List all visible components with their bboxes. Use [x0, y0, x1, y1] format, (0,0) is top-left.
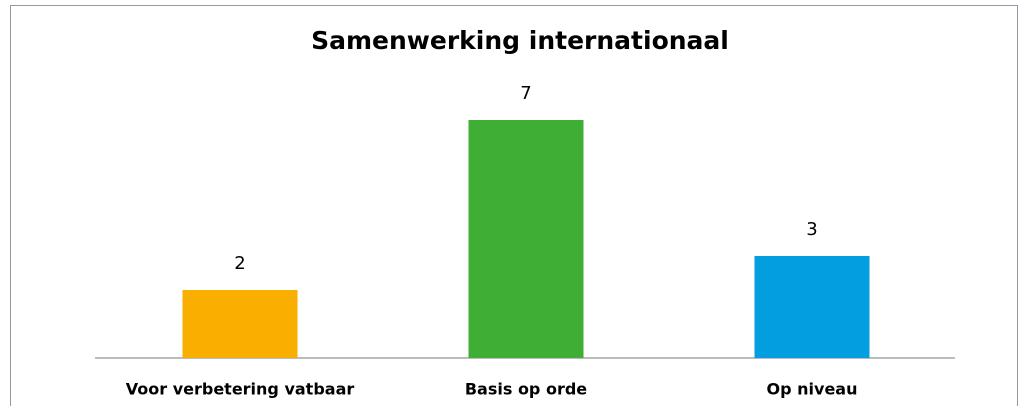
x-tick-label: Voor verbetering vatbaar — [126, 380, 355, 399]
x-tick-label: Op niveau — [767, 380, 858, 399]
bar — [182, 290, 298, 358]
value-label: 3 — [806, 219, 817, 240]
bar — [468, 120, 584, 358]
bar — [754, 256, 870, 358]
chart-title: Samenwerking internationaal — [311, 26, 729, 55]
value-label: 7 — [520, 83, 531, 104]
value-label: 2 — [234, 253, 245, 274]
x-tick-label: Basis op orde — [465, 380, 587, 399]
